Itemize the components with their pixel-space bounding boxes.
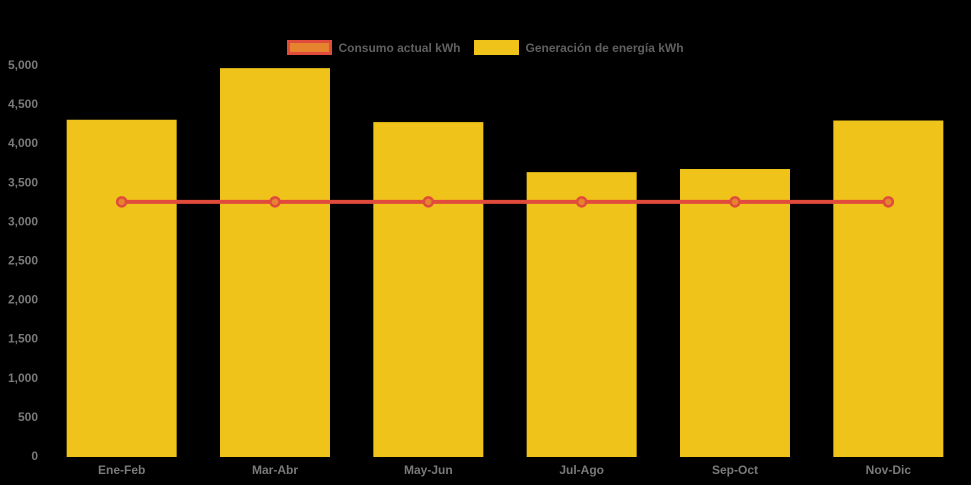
x-axis-label: Ene-Feb xyxy=(98,463,145,477)
consumption-point[interactable] xyxy=(882,196,895,208)
y-tick-label: 500 xyxy=(18,410,38,424)
x-axis-label: Nov-Dic xyxy=(866,463,912,477)
consumption-point[interactable] xyxy=(729,196,741,208)
y-tick-label: 1,000 xyxy=(8,371,38,385)
legend-item-label: Generación de energía kWh xyxy=(525,40,684,55)
x-axis-label: Mar-Abr xyxy=(252,463,298,477)
generation-bar[interactable] xyxy=(526,172,637,457)
generation-bar[interactable] xyxy=(680,169,790,458)
consumption-point[interactable] xyxy=(269,196,281,208)
consumption-point[interactable] xyxy=(115,196,128,208)
consumption-point[interactable] xyxy=(575,196,588,208)
chart-legend: Consumo actual kWh Generación de energía … xyxy=(0,40,971,55)
legend-item-label: Consumo actual kWh xyxy=(338,40,461,55)
y-tick-label: 4,000 xyxy=(8,136,38,150)
y-tick-label: 2,500 xyxy=(8,254,38,268)
consumption-point[interactable] xyxy=(422,196,435,208)
legend-swatch-icon xyxy=(287,40,333,55)
y-tick-label: 3,500 xyxy=(8,175,38,189)
legend-item[interactable]: Generación de energía kWh xyxy=(474,40,684,55)
generation-bar[interactable] xyxy=(833,120,944,457)
generation-bar[interactable] xyxy=(66,119,177,458)
y-tick-label: 2,000 xyxy=(8,293,38,307)
y-tick-label: 1,500 xyxy=(8,332,38,346)
x-axis-label: Jul-Ago xyxy=(559,463,604,477)
y-tick-label: 3,000 xyxy=(8,214,38,228)
y-tick-label: 4,500 xyxy=(8,97,38,111)
y-tick-label: 5,000 xyxy=(8,58,38,72)
legend-swatch-icon xyxy=(474,40,520,55)
legend-item[interactable]: Consumo actual kWh xyxy=(287,40,460,55)
x-axis-label: May-Jun xyxy=(404,463,453,477)
x-axis-label: Sep-Oct xyxy=(712,463,758,477)
y-tick-label: 0 xyxy=(31,449,38,463)
generation-bar[interactable] xyxy=(220,68,330,458)
generation-bar[interactable] xyxy=(373,122,484,457)
